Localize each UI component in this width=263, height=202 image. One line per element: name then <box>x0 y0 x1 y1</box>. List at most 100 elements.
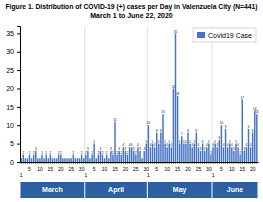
x-tick-mark <box>123 162 124 164</box>
x-tick-mark <box>121 162 122 164</box>
bar <box>212 147 213 162</box>
x-tick-mark <box>162 162 163 164</box>
bar <box>187 133 188 162</box>
data-label: 2 <box>50 151 52 155</box>
x-tick-label: 30 <box>144 166 150 172</box>
x-tick <box>33 162 34 164</box>
y-tick-label: 10 <box>6 122 14 129</box>
data-label: 4 <box>150 143 152 147</box>
data-label: 20 <box>172 85 176 89</box>
x-tick-mark <box>215 162 216 164</box>
title: Figure 1. Distribution of COVID-19 (+) c… <box>5 3 257 11</box>
bar <box>108 158 109 162</box>
bar <box>162 114 163 162</box>
bar <box>98 155 99 162</box>
x-tick-mark <box>106 162 107 164</box>
bar <box>135 155 136 162</box>
x-tick <box>175 162 176 164</box>
bar <box>146 144 147 162</box>
bar <box>89 158 90 162</box>
x-tick: 20 <box>250 162 256 172</box>
bar <box>83 158 84 162</box>
bar <box>210 155 211 162</box>
y-tick: 25 <box>6 67 20 74</box>
x-tick <box>152 162 153 164</box>
x-tick <box>210 162 211 164</box>
data-label: 3 <box>244 147 246 151</box>
x-tick-mark <box>223 162 224 164</box>
bar <box>31 158 32 162</box>
bar <box>191 147 192 162</box>
x-tick <box>58 162 59 164</box>
x-tick-mark <box>208 162 209 164</box>
x-tick-mark <box>173 162 174 164</box>
data-label: 5 <box>193 140 195 144</box>
x-tick-mark <box>92 162 93 164</box>
x-tick: 1 <box>147 162 150 178</box>
x-tick-label: 20 <box>185 166 191 172</box>
x-tick <box>96 162 97 164</box>
data-label: 9 <box>248 125 250 129</box>
bar <box>150 147 151 162</box>
bar <box>252 133 253 162</box>
x-tick <box>158 162 159 164</box>
data-label: 7 <box>181 132 183 136</box>
bar <box>68 158 69 162</box>
x-tick <box>250 162 251 164</box>
x-tick <box>240 162 241 164</box>
x-tick <box>256 162 257 164</box>
data-label: 2 <box>127 151 129 155</box>
x-tick-mark <box>169 162 170 164</box>
x-tick <box>215 162 216 164</box>
x-tick <box>79 162 80 164</box>
group-boxes: MarchAprilMayJune <box>21 182 258 198</box>
x-tick: 5 <box>28 162 31 172</box>
bar <box>216 147 217 162</box>
x-tick-mark <box>102 162 103 164</box>
x-tick-mark <box>96 162 97 164</box>
data-label: 5 <box>93 140 95 144</box>
x-tick-label: 10 <box>102 166 108 172</box>
bar <box>239 155 240 162</box>
data-label: 2 <box>60 151 62 155</box>
x-tick <box>127 162 128 164</box>
x-tick-mark <box>219 162 220 164</box>
x-tick-mark <box>33 162 34 164</box>
x-tick-mark <box>69 162 70 164</box>
x-tick-mark <box>256 162 257 164</box>
bar <box>173 88 174 162</box>
x-tick-label: 1 <box>84 172 87 178</box>
x-tick-label: 15 <box>239 166 245 172</box>
x-tick-mark <box>225 162 226 164</box>
x-tick <box>206 162 207 164</box>
x-tick <box>248 162 249 164</box>
data-label: 2 <box>85 151 87 155</box>
x-tick <box>150 162 151 164</box>
x-tick <box>133 162 134 164</box>
x-tick-mark <box>37 162 38 164</box>
y-tick: 5 <box>10 140 20 147</box>
bar <box>254 111 255 162</box>
bar <box>116 155 117 162</box>
x-tick: 25 <box>133 162 139 172</box>
x-tick-mark <box>165 162 166 164</box>
bar <box>81 155 82 162</box>
x-tick <box>183 162 184 164</box>
x-tick <box>194 162 195 164</box>
bar <box>104 158 105 162</box>
x-tick: 20 <box>58 162 64 172</box>
data-label: 2 <box>210 151 212 155</box>
data-label: 4 <box>223 143 225 147</box>
x-tick-mark <box>71 162 72 164</box>
bar <box>91 155 92 162</box>
x-tick: 15 <box>48 162 54 172</box>
data-label: 2 <box>45 151 47 155</box>
bar <box>96 158 97 162</box>
data-label: 3 <box>87 147 89 151</box>
x-tick-mark <box>254 162 255 164</box>
bar <box>41 155 42 162</box>
x-tick-mark <box>238 162 239 164</box>
bar <box>185 144 186 162</box>
x-tick-mark <box>119 162 120 164</box>
x-tick-mark <box>177 162 178 164</box>
